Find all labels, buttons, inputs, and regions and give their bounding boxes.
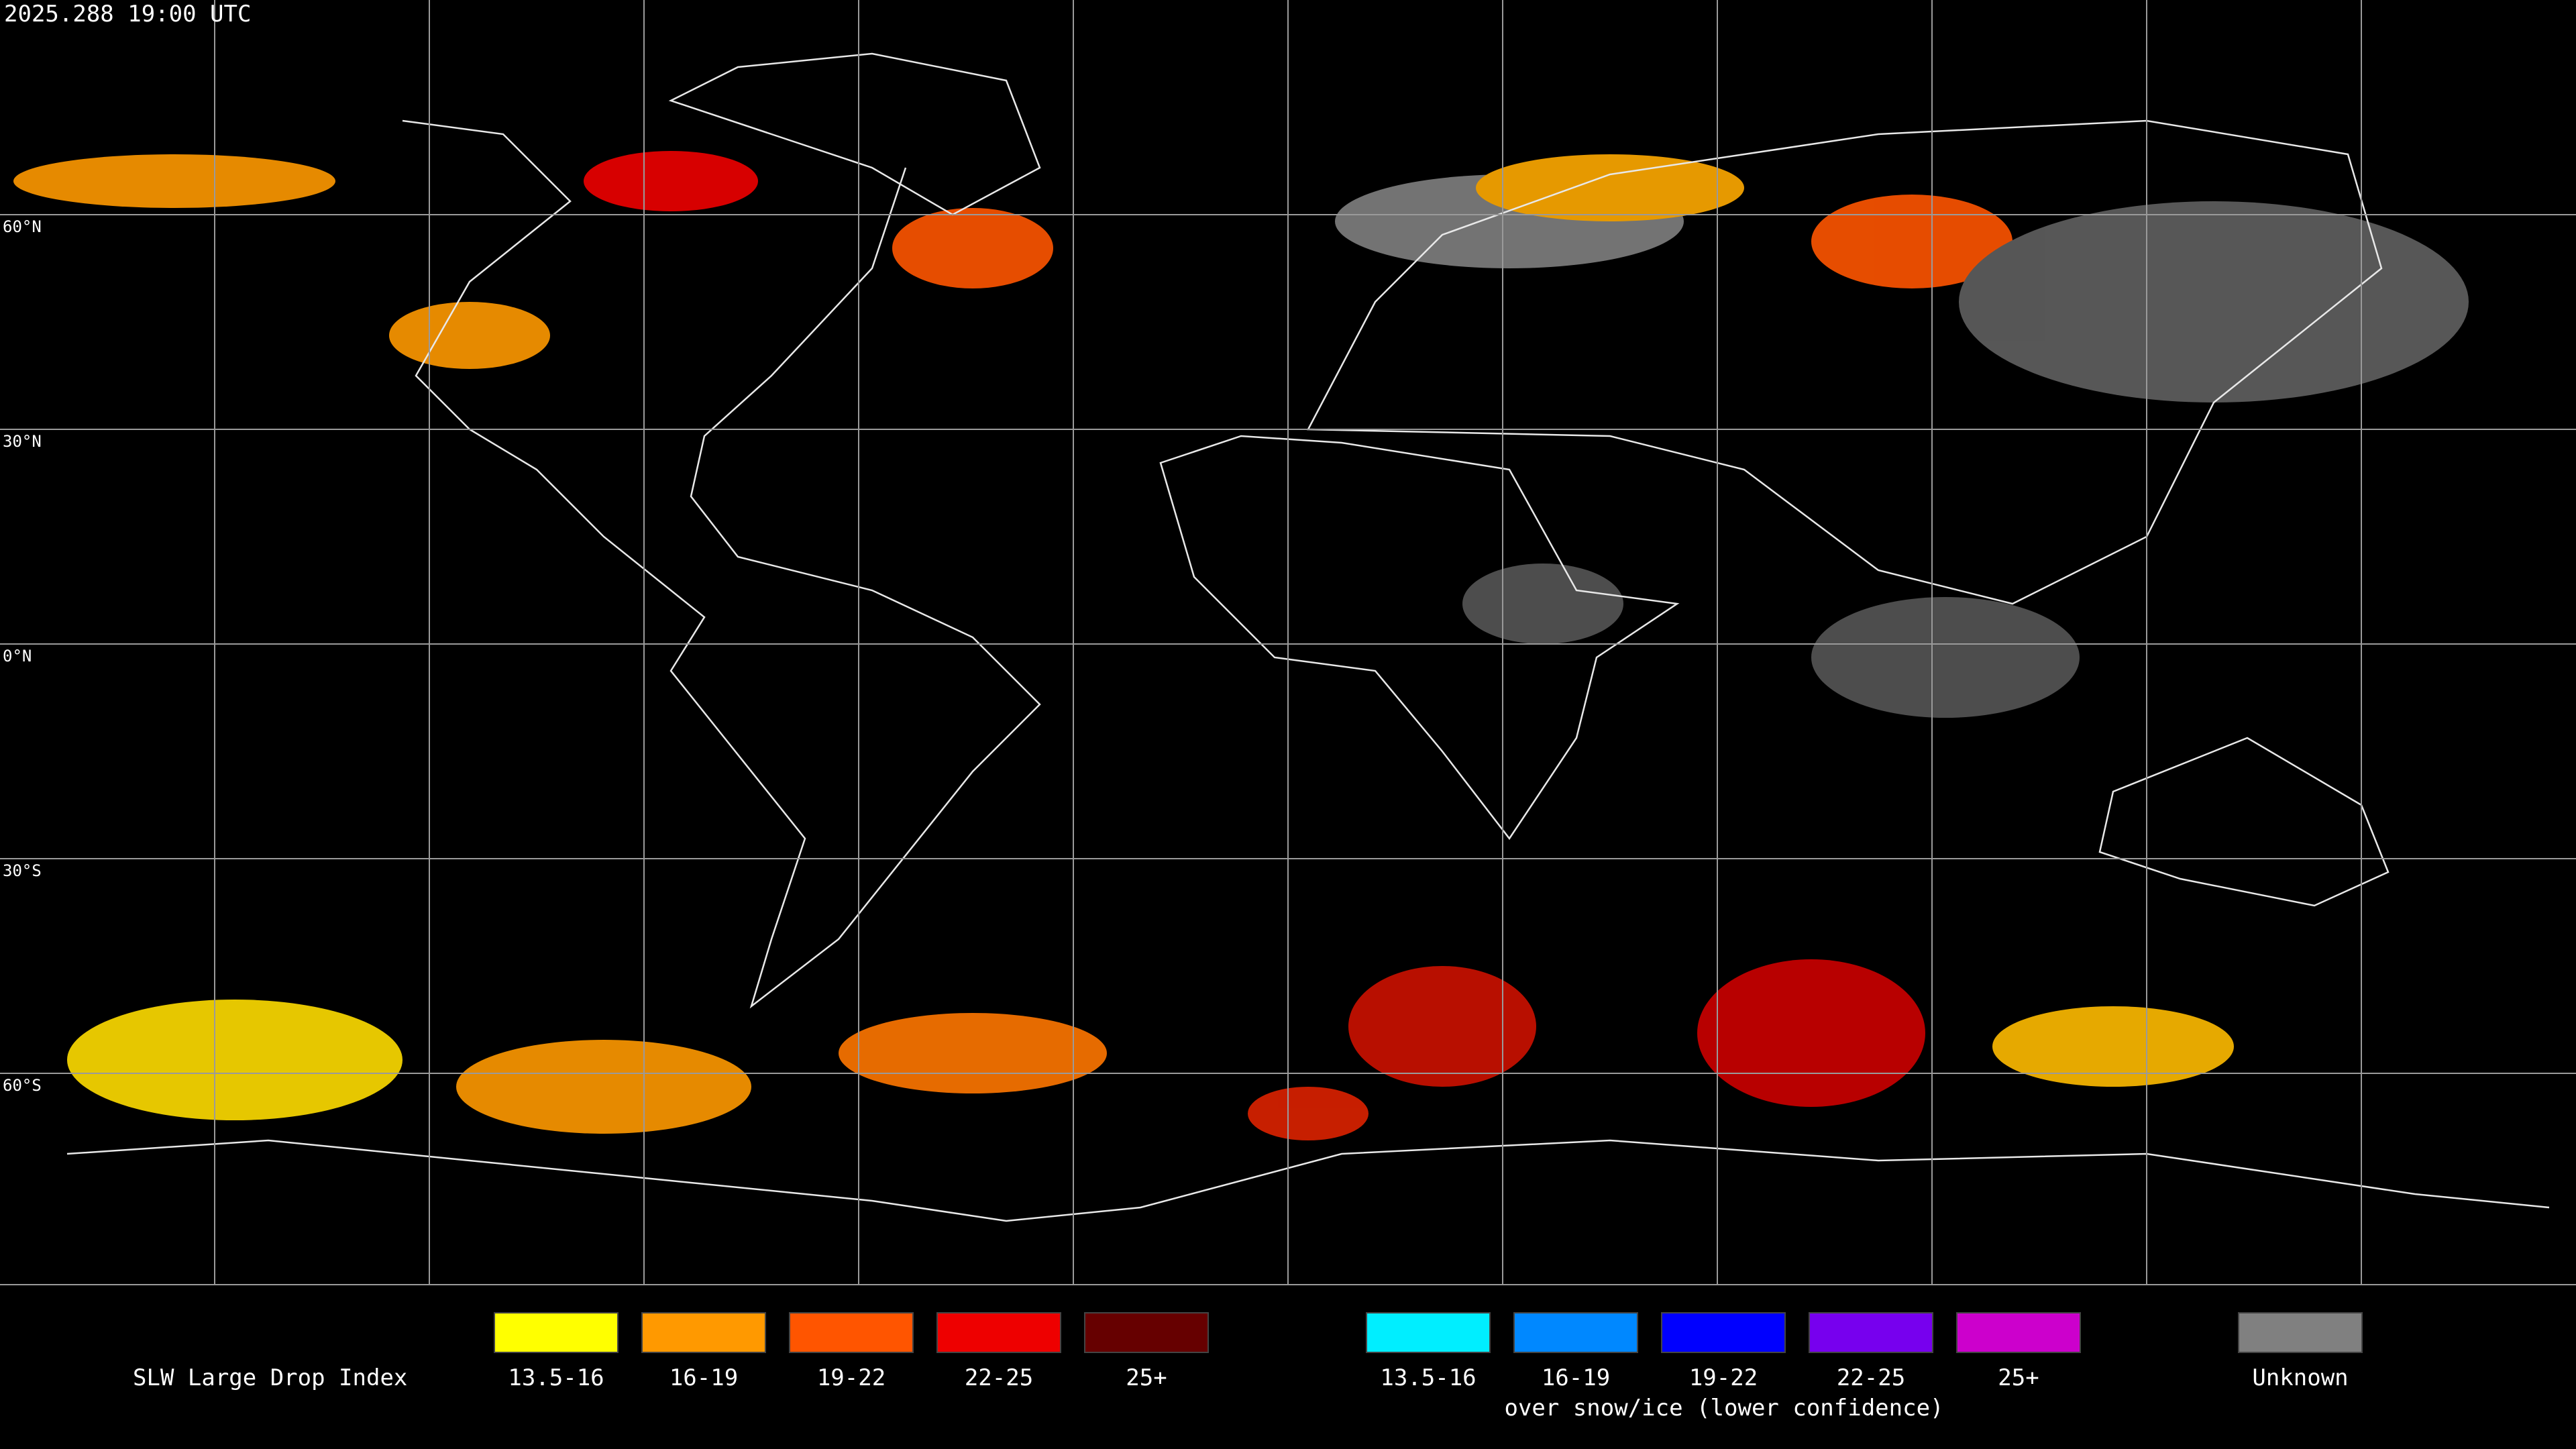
- legend: SLW Large Drop Index over snow/ice (lowe…: [133, 1312, 2363, 1421]
- patch: [1462, 564, 1623, 644]
- legend-label: 22-25: [965, 1364, 1033, 1391]
- patch: [892, 208, 1053, 288]
- latitude-label: 60°S: [3, 1076, 42, 1095]
- patch: [1348, 966, 1536, 1087]
- legend-label: Unknown: [2252, 1364, 2348, 1391]
- patch: [1811, 597, 2080, 718]
- legend-title: SLW Large Drop Index: [133, 1364, 407, 1391]
- legend-swatch: [641, 1312, 766, 1353]
- coast-africa: [1159, 435, 1680, 841]
- legend-label: 13.5-16: [1380, 1364, 1476, 1391]
- legend-swatch: [494, 1312, 619, 1353]
- legend-label: 16-19: [1542, 1364, 1610, 1391]
- snow-caption: over snow/ice (lower confidence): [1504, 1395, 1943, 1421]
- legend-swatch: [1513, 1312, 1638, 1353]
- legend-label: 13.5-16: [508, 1364, 604, 1391]
- patch: [1248, 1087, 1368, 1140]
- patch: [1476, 154, 1744, 221]
- coast-australia: [2098, 737, 2390, 907]
- patch: [1992, 1006, 2234, 1087]
- patch: [67, 1000, 402, 1120]
- legend-swatch: [1956, 1312, 2081, 1353]
- legend-swatch: [1084, 1312, 1209, 1353]
- legend-label: 19-22: [817, 1364, 885, 1391]
- coast-americas: [402, 119, 1041, 1009]
- patch: [13, 154, 335, 208]
- timestamp: 2025.288 19:00 UTC: [4, 1, 251, 28]
- patch: [1811, 195, 2012, 288]
- legend-swatch: [1661, 1312, 1786, 1353]
- legend-swatch: [936, 1312, 1061, 1353]
- legend-label: 19-22: [1689, 1364, 1758, 1391]
- legend-label: 22-25: [1837, 1364, 1905, 1391]
- latitude-label: 0°N: [3, 647, 32, 665]
- legend-label: 25+: [1998, 1364, 2039, 1391]
- latitude-label: 30°S: [3, 861, 42, 880]
- legend-label: 25+: [1126, 1364, 1167, 1391]
- data-patches: [13, 151, 2469, 1140]
- coast-greenland: [668, 52, 1041, 216]
- patch: [1697, 959, 1925, 1107]
- legend-swatch: [2238, 1312, 2363, 1353]
- patch: [389, 302, 550, 369]
- patch: [839, 1013, 1107, 1093]
- legend-swatch: [1366, 1312, 1491, 1353]
- latitude-label: 60°N: [3, 217, 42, 236]
- graticule: 60°N 30°N 0°N 30°S 60°S: [0, 0, 2576, 1285]
- map: 60°N 30°N 0°N 30°S 60°S: [0, 0, 2576, 1285]
- patch: [1959, 201, 2469, 402]
- legend-swatch: [1809, 1312, 1933, 1353]
- latitude-label: 30°N: [3, 432, 42, 451]
- legend-swatch: [789, 1312, 914, 1353]
- patch: [584, 151, 758, 211]
- patch: [456, 1040, 751, 1134]
- legend-label: 16-19: [669, 1364, 738, 1391]
